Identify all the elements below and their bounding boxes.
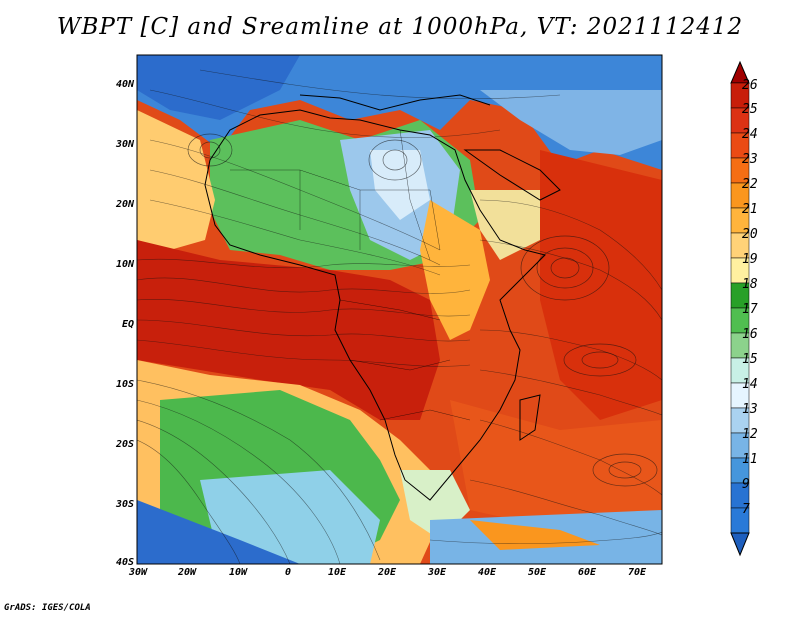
map-title: WBPT [C] and Sreamline at 1000hPa, VT: 2…: [56, 14, 744, 40]
colorbar-label: 17: [742, 302, 758, 317]
lon-label: 0: [284, 567, 292, 578]
lat-label: EQ: [121, 319, 134, 330]
country-borders: [230, 129, 471, 421]
colorbar: [730, 60, 750, 557]
lat-label: 20S: [115, 439, 134, 450]
colorbar-label: 9: [742, 477, 750, 492]
lon-label: 20W: [177, 567, 197, 578]
colorbar-label: 25: [742, 102, 758, 117]
lat-label: 10S: [115, 379, 134, 390]
wbpt-field: [137, 55, 662, 564]
colorbar-label: 24: [742, 127, 758, 142]
streamlines: [137, 69, 662, 564]
colorbar-label: 18: [742, 277, 758, 292]
lon-label: 10E: [327, 567, 347, 578]
colorbar-bottom-arrow: [730, 532, 750, 557]
colorbar-label: 20: [742, 227, 758, 242]
lon-label: 20E: [377, 567, 397, 578]
lon-label: 30W: [128, 567, 148, 578]
lon-label: 60E: [577, 567, 597, 578]
colorbar-label: 13: [742, 402, 758, 417]
colorbar-label: 7: [742, 502, 750, 517]
colorbar-label: 19: [742, 252, 758, 267]
colorbar-label: 26: [742, 78, 758, 93]
lat-label: 20N: [115, 199, 134, 210]
credit-text: GrADS: IGES/COLA: [4, 603, 91, 613]
colorbar-label: 22: [742, 177, 758, 192]
lon-label: 40E: [477, 567, 497, 578]
lat-label: 30N: [115, 139, 134, 150]
colorbar-label: 16: [742, 327, 758, 342]
lat-label: 10N: [115, 259, 134, 270]
lon-label: 30E: [427, 567, 447, 578]
lat-label: 30S: [115, 499, 134, 510]
map-frame: [136, 54, 663, 565]
lon-label: 50E: [527, 567, 547, 578]
lon-label: 10W: [228, 567, 248, 578]
lat-label: 40S: [115, 557, 134, 568]
lat-label: 40N: [115, 79, 134, 90]
colorbar-label: 15: [742, 352, 758, 367]
colorbar-label: 12: [742, 427, 758, 442]
streamline-vortices: [187, 133, 658, 487]
colorbar-label: 21: [742, 202, 758, 217]
colorbar-label: 23: [742, 152, 758, 167]
colorbar-label: 14: [742, 377, 758, 392]
colorbar-label: 11: [742, 452, 758, 467]
lon-label: 70E: [627, 567, 647, 578]
